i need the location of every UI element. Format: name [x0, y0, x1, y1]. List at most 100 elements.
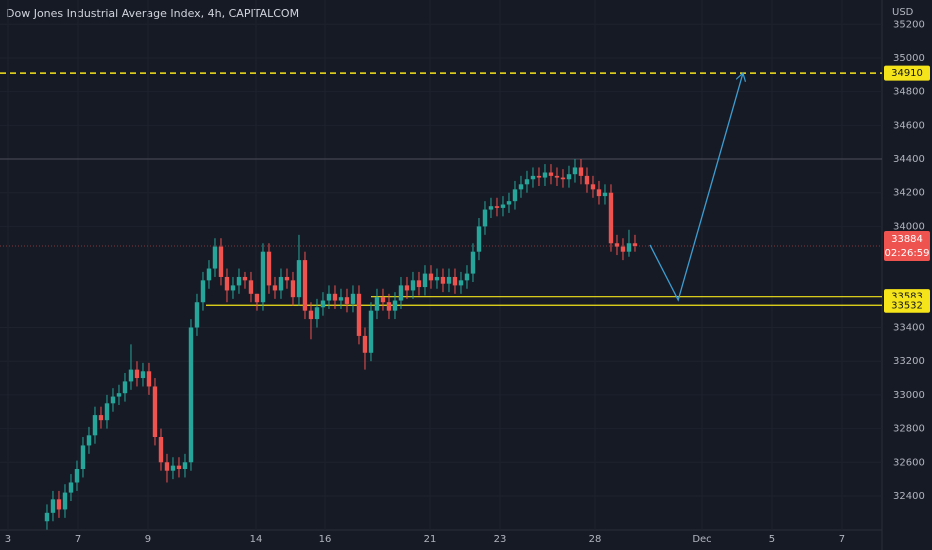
candle-body	[170, 465, 176, 471]
candle-body	[296, 260, 302, 298]
candle-body	[248, 280, 254, 294]
x-tick-label: 16	[319, 534, 332, 545]
candle-body	[236, 276, 242, 286]
x-tick-label: 5	[769, 534, 775, 545]
x-tick-label: 3	[5, 534, 11, 545]
candle-body	[134, 369, 140, 379]
candle-body	[242, 276, 248, 281]
x-tick-label: 21	[424, 534, 437, 545]
candle-body	[620, 246, 626, 252]
candle-body	[626, 243, 632, 252]
candle-body	[194, 302, 200, 328]
currency: USD	[892, 7, 914, 18]
candle-body	[434, 276, 440, 281]
candle-body	[398, 285, 404, 301]
candle-body	[536, 175, 542, 178]
candle-body	[482, 209, 488, 227]
candle-body	[98, 415, 104, 421]
candle-body	[128, 369, 134, 382]
candle-body	[284, 276, 290, 281]
candle-body	[458, 280, 464, 286]
y-tick-label: 34800	[893, 87, 925, 98]
candle-body	[290, 280, 296, 298]
candle-body	[524, 179, 530, 185]
candle-body	[116, 393, 122, 397]
projection-arrow	[649, 73, 743, 302]
candle-body	[596, 189, 602, 197]
price-label-bg	[884, 230, 930, 261]
candle-body	[410, 280, 416, 291]
candle-body	[422, 273, 428, 288]
price-label-bg	[884, 297, 930, 313]
candle-body	[86, 435, 92, 446]
y-tick-label: 32800	[893, 424, 925, 435]
candle-body	[56, 499, 62, 510]
candle-body	[578, 167, 584, 176]
y-tick-label: 33400	[893, 323, 925, 334]
candle-body	[566, 174, 572, 180]
candle-body	[548, 172, 554, 176]
candle-body	[188, 327, 194, 463]
countdown-label: 02:26:59	[885, 248, 930, 259]
x-tick-label: 28	[589, 534, 602, 545]
candle-body	[608, 192, 614, 244]
candle-body	[224, 276, 230, 291]
candle-body	[368, 310, 374, 353]
candle-body	[344, 297, 350, 304]
candle-body	[494, 206, 500, 208]
candle-body	[80, 445, 86, 470]
price-label: 33884	[891, 234, 923, 245]
candle-body	[338, 297, 344, 301]
candle-body	[572, 167, 578, 175]
candle-body	[404, 285, 410, 291]
candle-body	[260, 251, 266, 303]
candle-body	[320, 300, 326, 308]
candle-body	[554, 175, 560, 178]
candle-body	[254, 293, 260, 303]
candle-body	[374, 297, 380, 311]
candle-body	[278, 276, 284, 291]
candle-body	[314, 307, 320, 320]
candle-body	[92, 415, 98, 436]
candle-body	[302, 260, 308, 311]
candle-body	[104, 403, 110, 421]
candle-body	[542, 172, 548, 178]
candle-body	[428, 273, 434, 281]
candle-body	[164, 462, 170, 471]
candle-body	[506, 201, 512, 205]
y-tick-label: 33200	[893, 356, 925, 367]
price-label: 33532	[891, 300, 923, 311]
price-label-bg	[884, 65, 930, 81]
candle-body	[152, 386, 158, 438]
candle-body	[122, 381, 128, 394]
y-tick-label: 34000	[893, 221, 925, 232]
chart-title: Dow Jones Industrial Average Index, 4h, …	[6, 7, 299, 20]
candle-body	[476, 226, 482, 252]
price-label: 33583	[891, 292, 923, 303]
x-tick-label: Dec	[692, 534, 711, 545]
candle-body	[176, 465, 182, 470]
candle-body	[500, 204, 506, 208]
y-tick-label: 32400	[893, 491, 925, 502]
candle-body	[62, 492, 68, 510]
candle-body	[440, 276, 446, 284]
y-tick-label: 35200	[893, 19, 925, 30]
candle-body	[362, 335, 368, 353]
candle-body	[632, 243, 638, 246]
candle-body	[44, 512, 50, 522]
y-tick-label: 32600	[893, 457, 925, 468]
candle-body	[614, 243, 620, 247]
candle-body	[212, 246, 218, 269]
candle-body	[308, 310, 314, 320]
candle-body	[512, 189, 518, 202]
candle-body	[446, 276, 452, 284]
candle-body	[392, 300, 398, 311]
x-tick-label: 9	[145, 534, 151, 545]
y-tick-label: 34200	[893, 188, 925, 199]
candle-body	[488, 206, 494, 210]
candle-body	[230, 285, 236, 291]
candle-body	[158, 437, 164, 463]
candle-body	[416, 280, 422, 288]
candle-body	[110, 396, 116, 404]
